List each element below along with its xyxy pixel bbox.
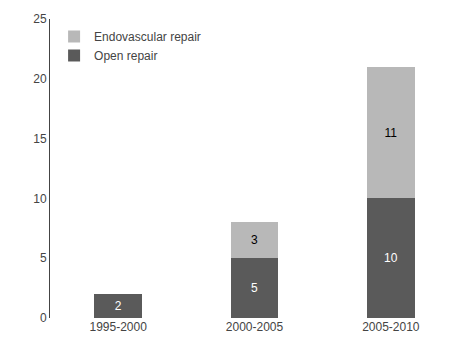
svg-text:Endovascular repair: Endovascular repair [94,30,201,44]
svg-text:10: 10 [33,192,47,206]
svg-text:0: 0 [40,311,47,325]
svg-text:5: 5 [40,251,47,265]
svg-text:5: 5 [251,281,258,295]
svg-text:2000-2005: 2000-2005 [226,320,284,334]
svg-text:11: 11 [384,126,397,140]
svg-text:2005-2010: 2005-2010 [362,320,420,334]
svg-text:2: 2 [115,299,122,313]
svg-text:25: 25 [33,12,47,26]
svg-text:Open repair: Open repair [94,49,157,63]
svg-text:10: 10 [384,251,398,265]
svg-text:1995-2000: 1995-2000 [89,320,147,334]
svg-text:15: 15 [33,132,47,146]
svg-text:3: 3 [251,233,258,247]
svg-text:20: 20 [33,72,47,86]
